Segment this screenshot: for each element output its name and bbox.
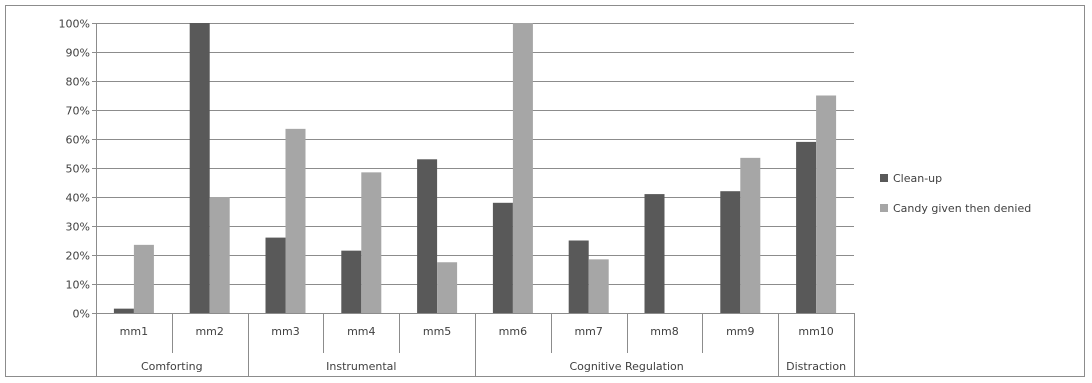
y-tick-label: 40%	[66, 192, 90, 205]
y-tick-label: 70%	[66, 105, 90, 118]
legend: Clean-up Candy given then denied	[880, 172, 1031, 215]
y-tick-label: 30%	[66, 221, 90, 234]
y-tick-label: 90%	[66, 47, 90, 60]
y-tick-label: 0%	[73, 308, 90, 321]
x-tick-label: mm4	[347, 325, 375, 338]
y-axis: 0% 10% 20% 30% 40% 50% 60% 70% 80% 90% 100%	[59, 18, 97, 321]
y-tick-label: 80%	[66, 76, 90, 89]
bar-clean-up-mm9	[720, 191, 741, 313]
bar-candy-given-then-denied-mm9	[740, 157, 761, 313]
x-tick-label: mm8	[650, 325, 678, 338]
legend-label: Clean-up	[893, 172, 942, 185]
bar-clean-up-mm3	[265, 237, 286, 313]
x-tick-label: mm5	[423, 325, 451, 338]
legend-label: Candy given then denied	[893, 202, 1031, 215]
bar-clean-up-mm10	[796, 141, 817, 313]
bar-chart: 0% 10% 20% 30% 40% 50% 60% 70% 80% 90% 100% mm1 mm2…	[59, 18, 1031, 376]
x-tick-label: mm1	[120, 325, 148, 338]
x-tick-label: mm2	[195, 325, 223, 338]
y-tick-label: 60%	[66, 134, 90, 147]
bar-clean-up-mm5	[417, 159, 438, 313]
x-tick-label: mm7	[574, 325, 602, 338]
x-group-label: Comforting	[141, 360, 203, 373]
bar-candy-given-then-denied-mm6	[512, 23, 533, 313]
x-axis: mm1 mm2 mm3 mm4 mm5 mm6 mm7 mm8 mm9 mm10 Comfortin…	[96, 313, 855, 376]
x-group-label: Cognitive Regulation	[569, 360, 683, 373]
bar-clean-up-mm2	[189, 23, 210, 313]
y-tick-label: 10%	[66, 279, 90, 292]
legend-swatch	[880, 174, 888, 182]
bar-candy-given-then-denied-mm1	[133, 244, 154, 313]
x-tick-label: mm9	[726, 325, 754, 338]
bar-candy-given-then-denied-mm7	[588, 259, 609, 313]
y-tick-label: 50%	[66, 163, 90, 176]
bar-candy-given-then-denied-mm4	[361, 172, 382, 313]
x-group-label: Instrumental	[326, 360, 396, 373]
bar-clean-up-mm7	[568, 240, 589, 313]
bar-candy-given-then-denied-mm2	[209, 197, 230, 313]
bar-candy-given-then-denied-mm5	[437, 262, 458, 313]
x-tick-label: mm6	[499, 325, 527, 338]
bar-clean-up-mm1	[113, 308, 134, 313]
bar-candy-given-then-denied-mm3	[285, 128, 306, 313]
bar-clean-up-mm4	[341, 250, 362, 313]
x-tick-label: mm3	[271, 325, 299, 338]
x-tick-label: mm10	[798, 325, 833, 338]
bar-clean-up-mm8	[644, 194, 665, 313]
bars	[113, 23, 837, 313]
x-group-label: Distraction	[786, 360, 846, 373]
y-tick-label: 100%	[59, 18, 90, 31]
legend-swatch	[880, 204, 888, 212]
y-tick-label: 20%	[66, 250, 90, 263]
chart-frame: 0% 10% 20% 30% 40% 50% 60% 70% 80% 90% 100% mm1 mm2…	[5, 5, 1085, 377]
bar-candy-given-then-denied-mm10	[816, 95, 837, 313]
bar-clean-up-mm6	[492, 202, 513, 313]
